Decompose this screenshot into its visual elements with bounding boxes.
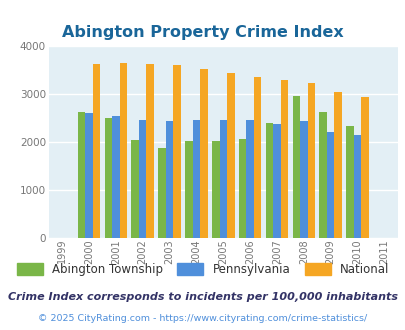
Bar: [112, 115, 119, 238]
Bar: [77, 112, 85, 238]
Bar: [139, 120, 146, 238]
Bar: [246, 120, 253, 238]
Bar: [292, 96, 299, 238]
Bar: [253, 77, 261, 238]
Bar: [85, 113, 92, 238]
Bar: [319, 112, 326, 238]
Bar: [185, 141, 192, 238]
Bar: [353, 135, 360, 238]
Bar: [92, 64, 100, 238]
Bar: [307, 83, 314, 238]
Bar: [360, 97, 368, 238]
Bar: [131, 140, 139, 238]
Bar: [238, 139, 246, 238]
Bar: [345, 126, 353, 238]
Text: Abington Property Crime Index: Abington Property Crime Index: [62, 25, 343, 41]
Bar: [280, 80, 288, 238]
Bar: [104, 118, 112, 238]
Bar: [165, 121, 173, 238]
Text: © 2025 CityRating.com - https://www.cityrating.com/crime-statistics/: © 2025 CityRating.com - https://www.city…: [38, 314, 367, 323]
Legend: Abington Township, Pennsylvania, National: Abington Township, Pennsylvania, Nationa…: [11, 257, 394, 281]
Bar: [226, 73, 234, 238]
Bar: [299, 121, 307, 238]
Bar: [219, 120, 226, 238]
Bar: [273, 124, 280, 238]
Bar: [265, 123, 273, 238]
Bar: [146, 64, 153, 238]
Text: Crime Index corresponds to incidents per 100,000 inhabitants: Crime Index corresponds to incidents per…: [8, 292, 397, 302]
Bar: [200, 69, 207, 238]
Bar: [334, 92, 341, 238]
Bar: [173, 65, 180, 238]
Bar: [158, 148, 165, 238]
Bar: [326, 132, 334, 238]
Bar: [192, 120, 200, 238]
Bar: [119, 63, 127, 238]
Bar: [211, 141, 219, 238]
